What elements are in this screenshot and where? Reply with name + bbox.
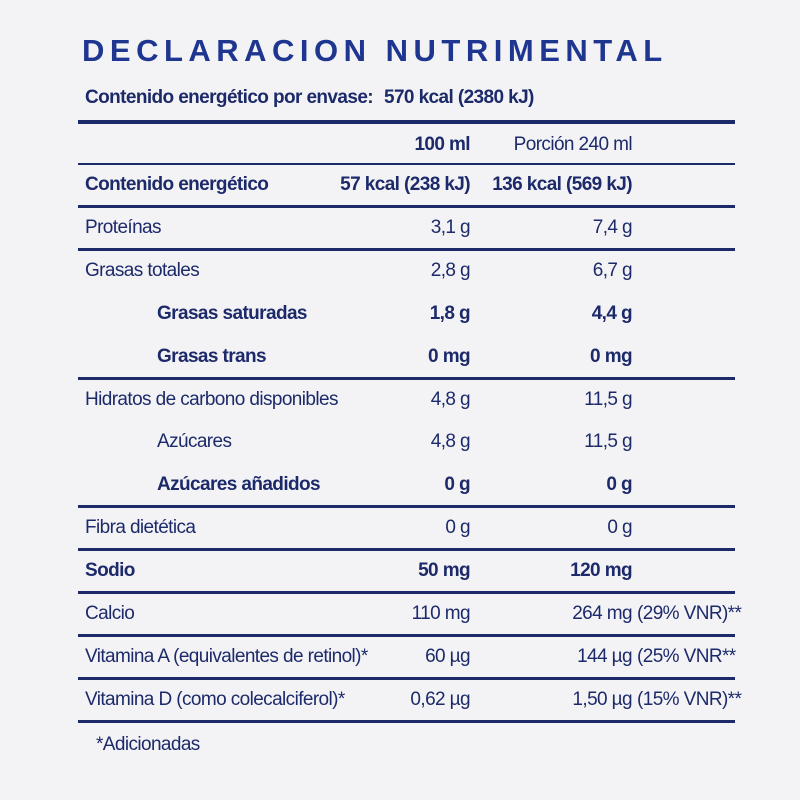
vnr: (29% VNR)** — [637, 603, 742, 624]
value-100ml: 110 mg — [411, 603, 471, 624]
value-100ml: 0 mg — [428, 345, 471, 367]
value-portion: 120 mg — [570, 560, 632, 582]
row-label: Vitamina D (como colecalciferol)* — [85, 688, 345, 710]
rule — [78, 548, 735, 552]
rule — [78, 634, 735, 637]
value-portion: 264 mg — [572, 603, 632, 624]
rule — [78, 376, 735, 380]
value-portion: 0 g — [606, 474, 632, 496]
row-label: Sodio — [85, 560, 135, 582]
value-100ml: 57 kcal (238 kJ) — [340, 174, 470, 195]
column-header: 100 ml — [414, 134, 470, 155]
value-portion: 144 µg — [577, 645, 633, 667]
value-100ml: 4,8 g — [430, 388, 471, 410]
value-portion: 0 g — [607, 517, 632, 539]
row-label: Grasas saturadas — [157, 302, 307, 324]
value-100ml: 50 mg — [418, 560, 471, 582]
value-100ml: 3,1 g — [430, 216, 471, 238]
row-label: Grasas trans — [157, 345, 267, 367]
rule — [78, 676, 735, 680]
value-portion: 136 kcal (569 kJ) — [492, 174, 632, 195]
value-portion: 4,4 g — [591, 302, 633, 324]
row-label: Fibra dietética — [85, 517, 196, 539]
value-100ml: 4,8 g — [430, 431, 471, 453]
rule — [78, 205, 735, 208]
value-portion: 11,5 g — [584, 388, 632, 410]
rule — [78, 505, 735, 509]
value-100ml: 60 µg — [425, 645, 471, 667]
row-label: Contenido energético — [85, 174, 269, 195]
rule — [78, 719, 735, 723]
row-label: Proteínas — [85, 216, 162, 238]
row-label: Azúcares — [157, 431, 232, 453]
row-label: Calcio — [85, 603, 135, 624]
footnote: *Adicionadas — [96, 734, 200, 755]
row-label: Azúcares añadidos — [157, 474, 321, 496]
row-label: Grasas totales — [85, 259, 200, 281]
value-100ml: 0 g — [444, 474, 470, 496]
rule — [78, 247, 735, 251]
column-header: Porción 240 ml — [513, 134, 633, 155]
rule — [78, 163, 735, 165]
value-100ml: 2,8 g — [430, 259, 471, 281]
row-label: Hidratos de carbono disponibles — [85, 388, 338, 410]
value-100ml: 0,62 µg — [410, 688, 470, 710]
row-label: Vitamina A (equivalentes de retinol)* — [85, 645, 368, 667]
rule — [78, 591, 735, 595]
vnr: (15% VNR)** — [637, 688, 742, 710]
rule — [78, 120, 735, 124]
value-portion: 11,5 g — [584, 431, 632, 453]
value-100ml: 1,8 g — [429, 302, 471, 324]
energy-label: Contenido energético por envase: — [85, 87, 374, 108]
value-portion: 1,50 µg — [572, 688, 632, 710]
title: DECLARACION NUTRIMENTAL — [82, 33, 668, 68]
energy-value: 570 kcal (2380 kJ) — [384, 87, 534, 108]
value-100ml: 0 g — [445, 517, 470, 539]
vnr: (25% VNR** — [637, 645, 736, 667]
value-portion: 6,7 g — [592, 259, 633, 281]
value-portion: 0 mg — [590, 345, 633, 367]
value-portion: 7,4 g — [592, 216, 633, 238]
